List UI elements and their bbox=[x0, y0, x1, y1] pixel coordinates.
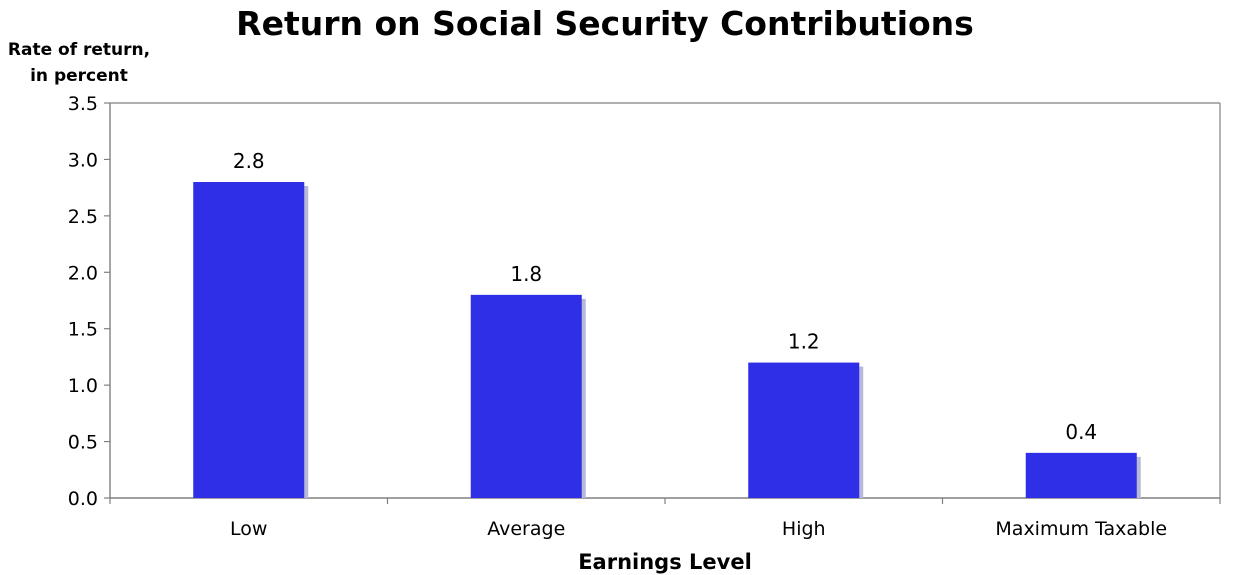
data-label: 2.8 bbox=[233, 149, 265, 173]
x-tick-label: High bbox=[782, 518, 826, 540]
y-tick-label: 2.0 bbox=[68, 262, 98, 284]
x-tick-label: Low bbox=[230, 518, 267, 540]
bar bbox=[748, 362, 860, 498]
y-tick-label: 2.5 bbox=[68, 206, 98, 228]
bars: 2.8 1.8 1.2 0.4 bbox=[193, 149, 1141, 498]
x-axis-label: Earnings Level bbox=[578, 550, 752, 574]
chart-title: Return on Social Security Contributions bbox=[236, 4, 974, 43]
y-axis-label-line-1: Rate of return, bbox=[7, 40, 151, 60]
y-tick-label: 0.0 bbox=[68, 488, 98, 510]
x-tick-label: Average bbox=[487, 518, 565, 540]
bar bbox=[193, 182, 305, 498]
y-tick-label: 1.0 bbox=[68, 375, 98, 397]
data-label: 0.4 bbox=[1065, 420, 1097, 444]
x-tick-label: Maximum Taxable bbox=[995, 518, 1167, 540]
data-label: 1.2 bbox=[788, 330, 820, 354]
y-tick-label: 3.5 bbox=[68, 93, 98, 115]
bar bbox=[1025, 452, 1137, 498]
y-tick-label: 3.0 bbox=[68, 149, 98, 171]
x-axis: Low Average High Maximum Taxable bbox=[109, 498, 1221, 540]
bar bbox=[470, 294, 582, 498]
y-tick-label: 0.5 bbox=[68, 432, 98, 454]
y-axis-label: Rate of return, in percent bbox=[0, 37, 158, 89]
y-tick-label: 1.5 bbox=[68, 319, 98, 341]
y-axis-label-line-2: in percent bbox=[30, 66, 128, 86]
data-label: 1.8 bbox=[510, 262, 542, 286]
y-axis: 0.0 0.5 1.0 1.5 2.0 2.5 3.0 3.5 bbox=[68, 93, 110, 510]
